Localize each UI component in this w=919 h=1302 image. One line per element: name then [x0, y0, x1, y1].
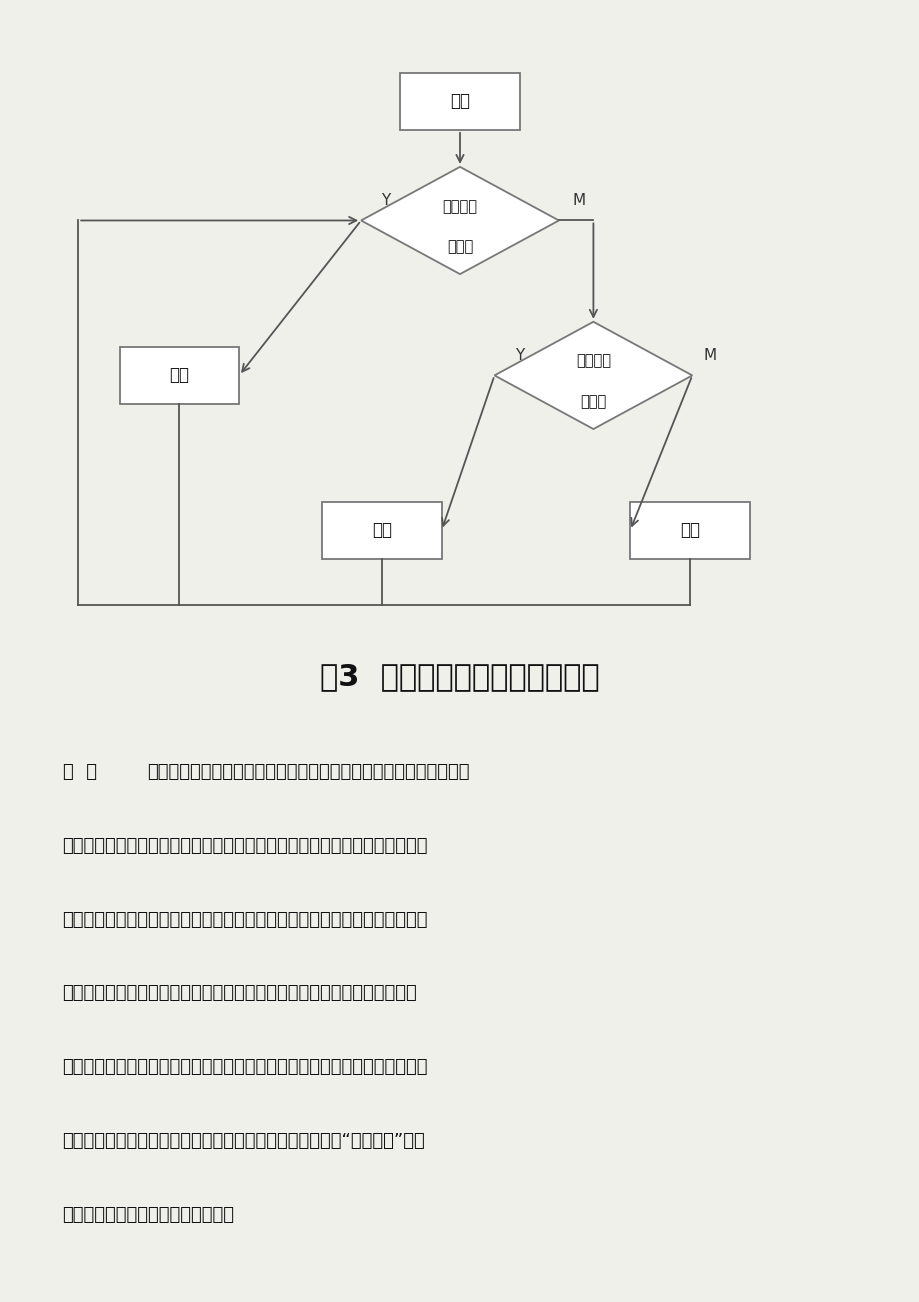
Text: 摘  要: 摘 要: [62, 763, 96, 781]
Text: 开始: 开始: [449, 92, 470, 111]
Text: M: M: [703, 348, 716, 363]
Text: 息技术课程是培养学生计算思维的主要途径。但是，当前的信息技术课程教学: 息技术课程是培养学生计算思维的主要途径。但是，当前的信息技术课程教学: [62, 910, 427, 928]
Text: 如何在基础教育阶段培养学生的计算思维，依然是一项重要的课题。中小学信: 如何在基础教育阶段培养学生的计算思维，依然是一项重要的课题。中小学信: [62, 837, 427, 854]
Text: 左转: 左转: [169, 366, 189, 384]
Text: 右灰度在: 右灰度在: [575, 354, 610, 368]
Text: 信息时代，计算思维已经成为每个人都必须掌握的基本技能之一。而: 信息时代，计算思维已经成为每个人都必须掌握的基本技能之一。而: [147, 763, 470, 781]
FancyBboxPatch shape: [119, 346, 239, 404]
Text: 理论，构建了基于项目式学习的计算思维培养模式，并通过“循迹踢球”项目: 理论，构建了基于项目式学习的计算思维培养模式，并通过“循迹踢球”项目: [62, 1133, 425, 1150]
Text: Y: Y: [515, 348, 524, 363]
Text: 直行: 直行: [679, 521, 699, 539]
Text: 左灰度在: 左灰度在: [442, 199, 477, 214]
Polygon shape: [361, 167, 559, 275]
Text: 黑线上: 黑线上: [580, 395, 606, 409]
Text: M: M: [572, 193, 585, 208]
FancyBboxPatch shape: [400, 73, 519, 130]
Text: 图3  控制小车行馶的程序流程图: 图3 控制小车行馶的程序流程图: [320, 663, 599, 691]
Polygon shape: [494, 322, 692, 430]
FancyBboxPatch shape: [322, 501, 441, 559]
Text: 側重编程工具的操作和算法程序本身的学习，而忽视了对学生计算思维的培: 側重编程工具的操作和算法程序本身的学习，而忽视了对学生计算思维的培: [62, 984, 417, 1003]
Text: 右转: 右转: [371, 521, 391, 539]
Text: 养。本文分析了项目式学习在计算思维培养中的优势，依据项目式学习的相关: 养。本文分析了项目式学习在计算思维培养中的优势，依据项目式学习的相关: [62, 1059, 427, 1077]
Text: 黑线上: 黑线上: [447, 240, 472, 254]
FancyBboxPatch shape: [630, 501, 749, 559]
Text: Y: Y: [381, 193, 391, 208]
Text: 展示了该模式在教学实践中的应用。: 展示了该模式在教学实践中的应用。: [62, 1206, 234, 1224]
